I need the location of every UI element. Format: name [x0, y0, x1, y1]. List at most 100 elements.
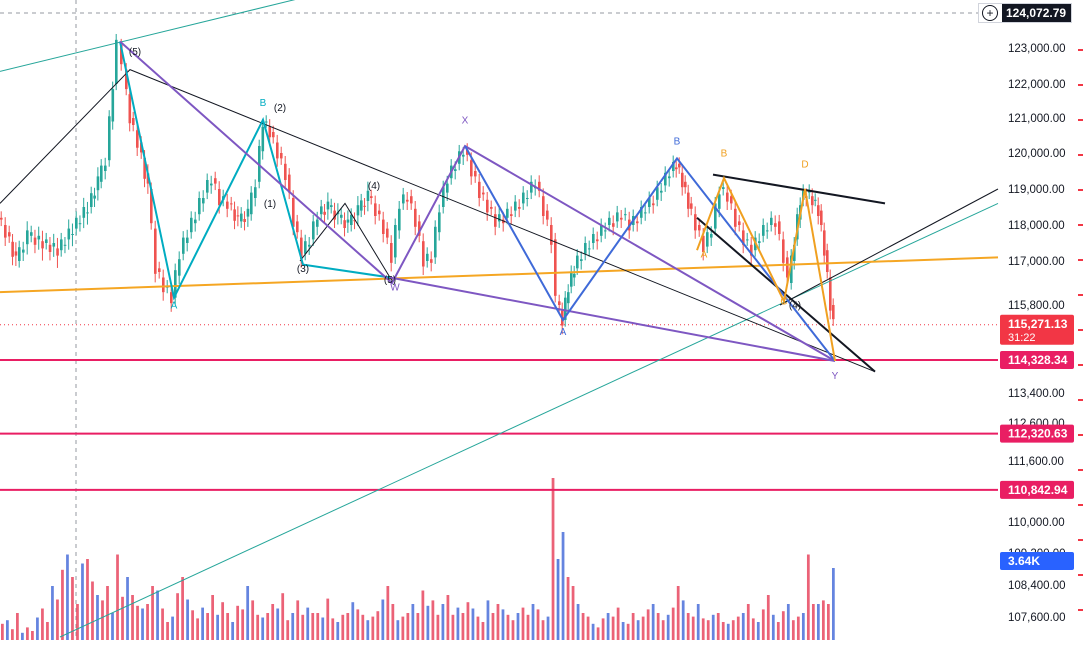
price-tick-label: 121,000.00 [1008, 113, 1066, 125]
candle-body [37, 235, 41, 240]
wave-label: (5) [384, 275, 396, 286]
candle-body [272, 132, 275, 138]
black-wedge-upper [712, 173, 886, 205]
volume-bar [61, 569, 64, 640]
candle-body [462, 154, 465, 157]
candle-body [154, 228, 157, 274]
candle-body [612, 223, 615, 227]
candle-body [280, 153, 283, 159]
price-tick-label: 123,000.00 [1008, 43, 1066, 55]
candle-body [170, 292, 173, 304]
volume-bar [691, 616, 695, 640]
candle-body [722, 187, 725, 189]
candle-body [356, 205, 360, 216]
candle-body [734, 208, 737, 227]
volume-bar [296, 600, 300, 640]
candle-body [648, 198, 651, 207]
candle-body [434, 226, 437, 258]
wave-label: C [780, 296, 787, 307]
wave-label: (4) [368, 181, 380, 192]
blue-abc-pattern [464, 145, 836, 362]
candle-body [584, 243, 587, 254]
candle-body [823, 230, 826, 256]
volume-bar [271, 604, 275, 640]
volume-bar [66, 554, 69, 640]
volume-bar [331, 618, 335, 640]
candle-body [226, 201, 229, 209]
volume-bar [531, 604, 535, 640]
candle-body [323, 211, 326, 215]
candle-body [366, 190, 370, 201]
candle-body [564, 297, 567, 320]
volume-bar [306, 607, 310, 640]
candle-body [506, 208, 509, 218]
candle-body [478, 181, 481, 198]
volume-bar [231, 622, 235, 640]
candle-body [143, 157, 146, 179]
candle-body [41, 241, 44, 249]
badge-volume-text: 3.64K [1008, 554, 1040, 568]
volume-bar [751, 618, 755, 640]
candle-body [664, 172, 667, 186]
candle-body [542, 196, 545, 216]
candle-body [620, 217, 623, 220]
candle-body [233, 209, 236, 221]
volume-bar [576, 604, 580, 640]
price-tick-label: 117,000.00 [1008, 256, 1065, 268]
candle-body [446, 183, 449, 193]
candle-body [793, 244, 796, 261]
volume-bar [26, 627, 29, 640]
volume-bar [76, 604, 79, 640]
volume-bar [676, 586, 680, 640]
volume-bar [131, 595, 134, 640]
candle-body [230, 203, 233, 205]
candle-body [18, 247, 21, 261]
black-trendline [0, 69, 876, 373]
candle-body [304, 241, 307, 254]
volume-bar [186, 599, 189, 640]
volume-bar [771, 614, 775, 640]
volume-bar [126, 577, 129, 640]
volume-bar [381, 599, 385, 640]
volume-bar [156, 590, 159, 640]
candle-body [240, 213, 243, 222]
candle-body [814, 199, 817, 201]
volume-bar [716, 613, 720, 640]
candle-body [343, 220, 346, 228]
volume-bar [501, 609, 505, 640]
upper-channel-line [0, 0, 296, 72]
candle-body [186, 237, 189, 243]
badge-last-price [1000, 314, 1074, 345]
volume-bar [736, 616, 740, 640]
badge-level-3-text: 110,842.94 [1008, 483, 1068, 497]
candle-body [353, 220, 356, 222]
volume-bar [436, 614, 440, 640]
candle-body [120, 44, 123, 65]
candle-body [67, 228, 71, 240]
candle-body [390, 243, 393, 263]
volume-bar [526, 614, 530, 640]
orange-harmonic-pattern [696, 175, 836, 362]
add-alert-icon[interactable]: + [982, 5, 998, 21]
candle-body [320, 206, 323, 215]
volume-bar [601, 618, 605, 640]
badge-level-3 [1000, 480, 1074, 499]
volume-bar [756, 622, 760, 640]
crosshair-price-badge[interactable]: + 124,072.79 [978, 3, 1072, 23]
candle-body [694, 214, 697, 231]
teal-abc-pattern [119, 41, 391, 301]
candle-body [63, 244, 67, 246]
price-tick-label: 108,400.00 [1008, 580, 1066, 592]
volume-bar [516, 613, 520, 640]
candle-body [546, 210, 549, 220]
candle-body [288, 174, 291, 193]
price-tick-label: 120,000.00 [1008, 148, 1066, 160]
volume-bar [471, 608, 475, 640]
candle-body [214, 178, 217, 184]
candle-body [22, 249, 25, 253]
volume-bar [396, 620, 400, 640]
candle-body [336, 212, 340, 215]
candle-body [350, 214, 353, 225]
